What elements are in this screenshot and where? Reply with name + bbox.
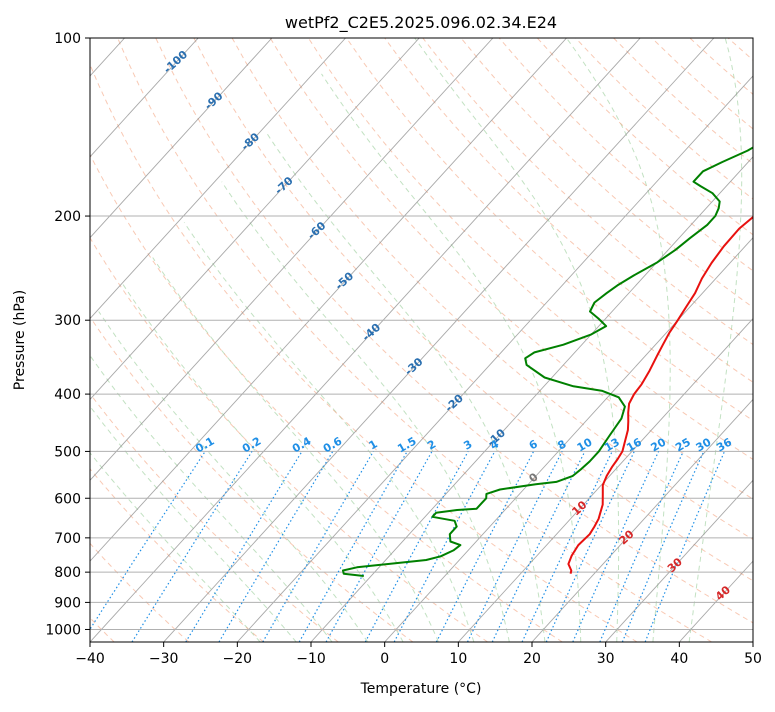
y-tick-label: 100: [54, 31, 81, 47]
y-tick-label: 700: [54, 531, 81, 547]
y-tick-label: 200: [54, 209, 81, 225]
y-tick-label: 900: [54, 595, 81, 611]
x-tick-label: 30: [597, 651, 615, 667]
x-tick-label: −10: [296, 651, 326, 667]
x-tick-label: 50: [744, 651, 762, 667]
y-tick-label: 800: [54, 565, 81, 581]
x-tick-label: 40: [670, 651, 688, 667]
y-tick-label: 500: [54, 444, 81, 460]
chart-title: wetPf2_C2E5.2025.096.02.34.E24: [285, 13, 557, 33]
x-tick-label: 10: [449, 651, 467, 667]
x-tick-label: 0: [380, 651, 389, 667]
x-tick-label: 20: [523, 651, 541, 667]
x-tick-label: −30: [149, 651, 179, 667]
y-axis-label: Pressure (hPa): [12, 290, 28, 390]
x-axis-label: Temperature (°C): [360, 681, 482, 697]
y-tick-label: 1000: [45, 622, 81, 638]
y-tick-label: 400: [54, 387, 81, 403]
x-tick-label: −40: [75, 651, 105, 667]
y-tick-label: 300: [54, 313, 81, 329]
x-tick-label: −20: [223, 651, 253, 667]
y-tick-label: 600: [54, 491, 81, 507]
